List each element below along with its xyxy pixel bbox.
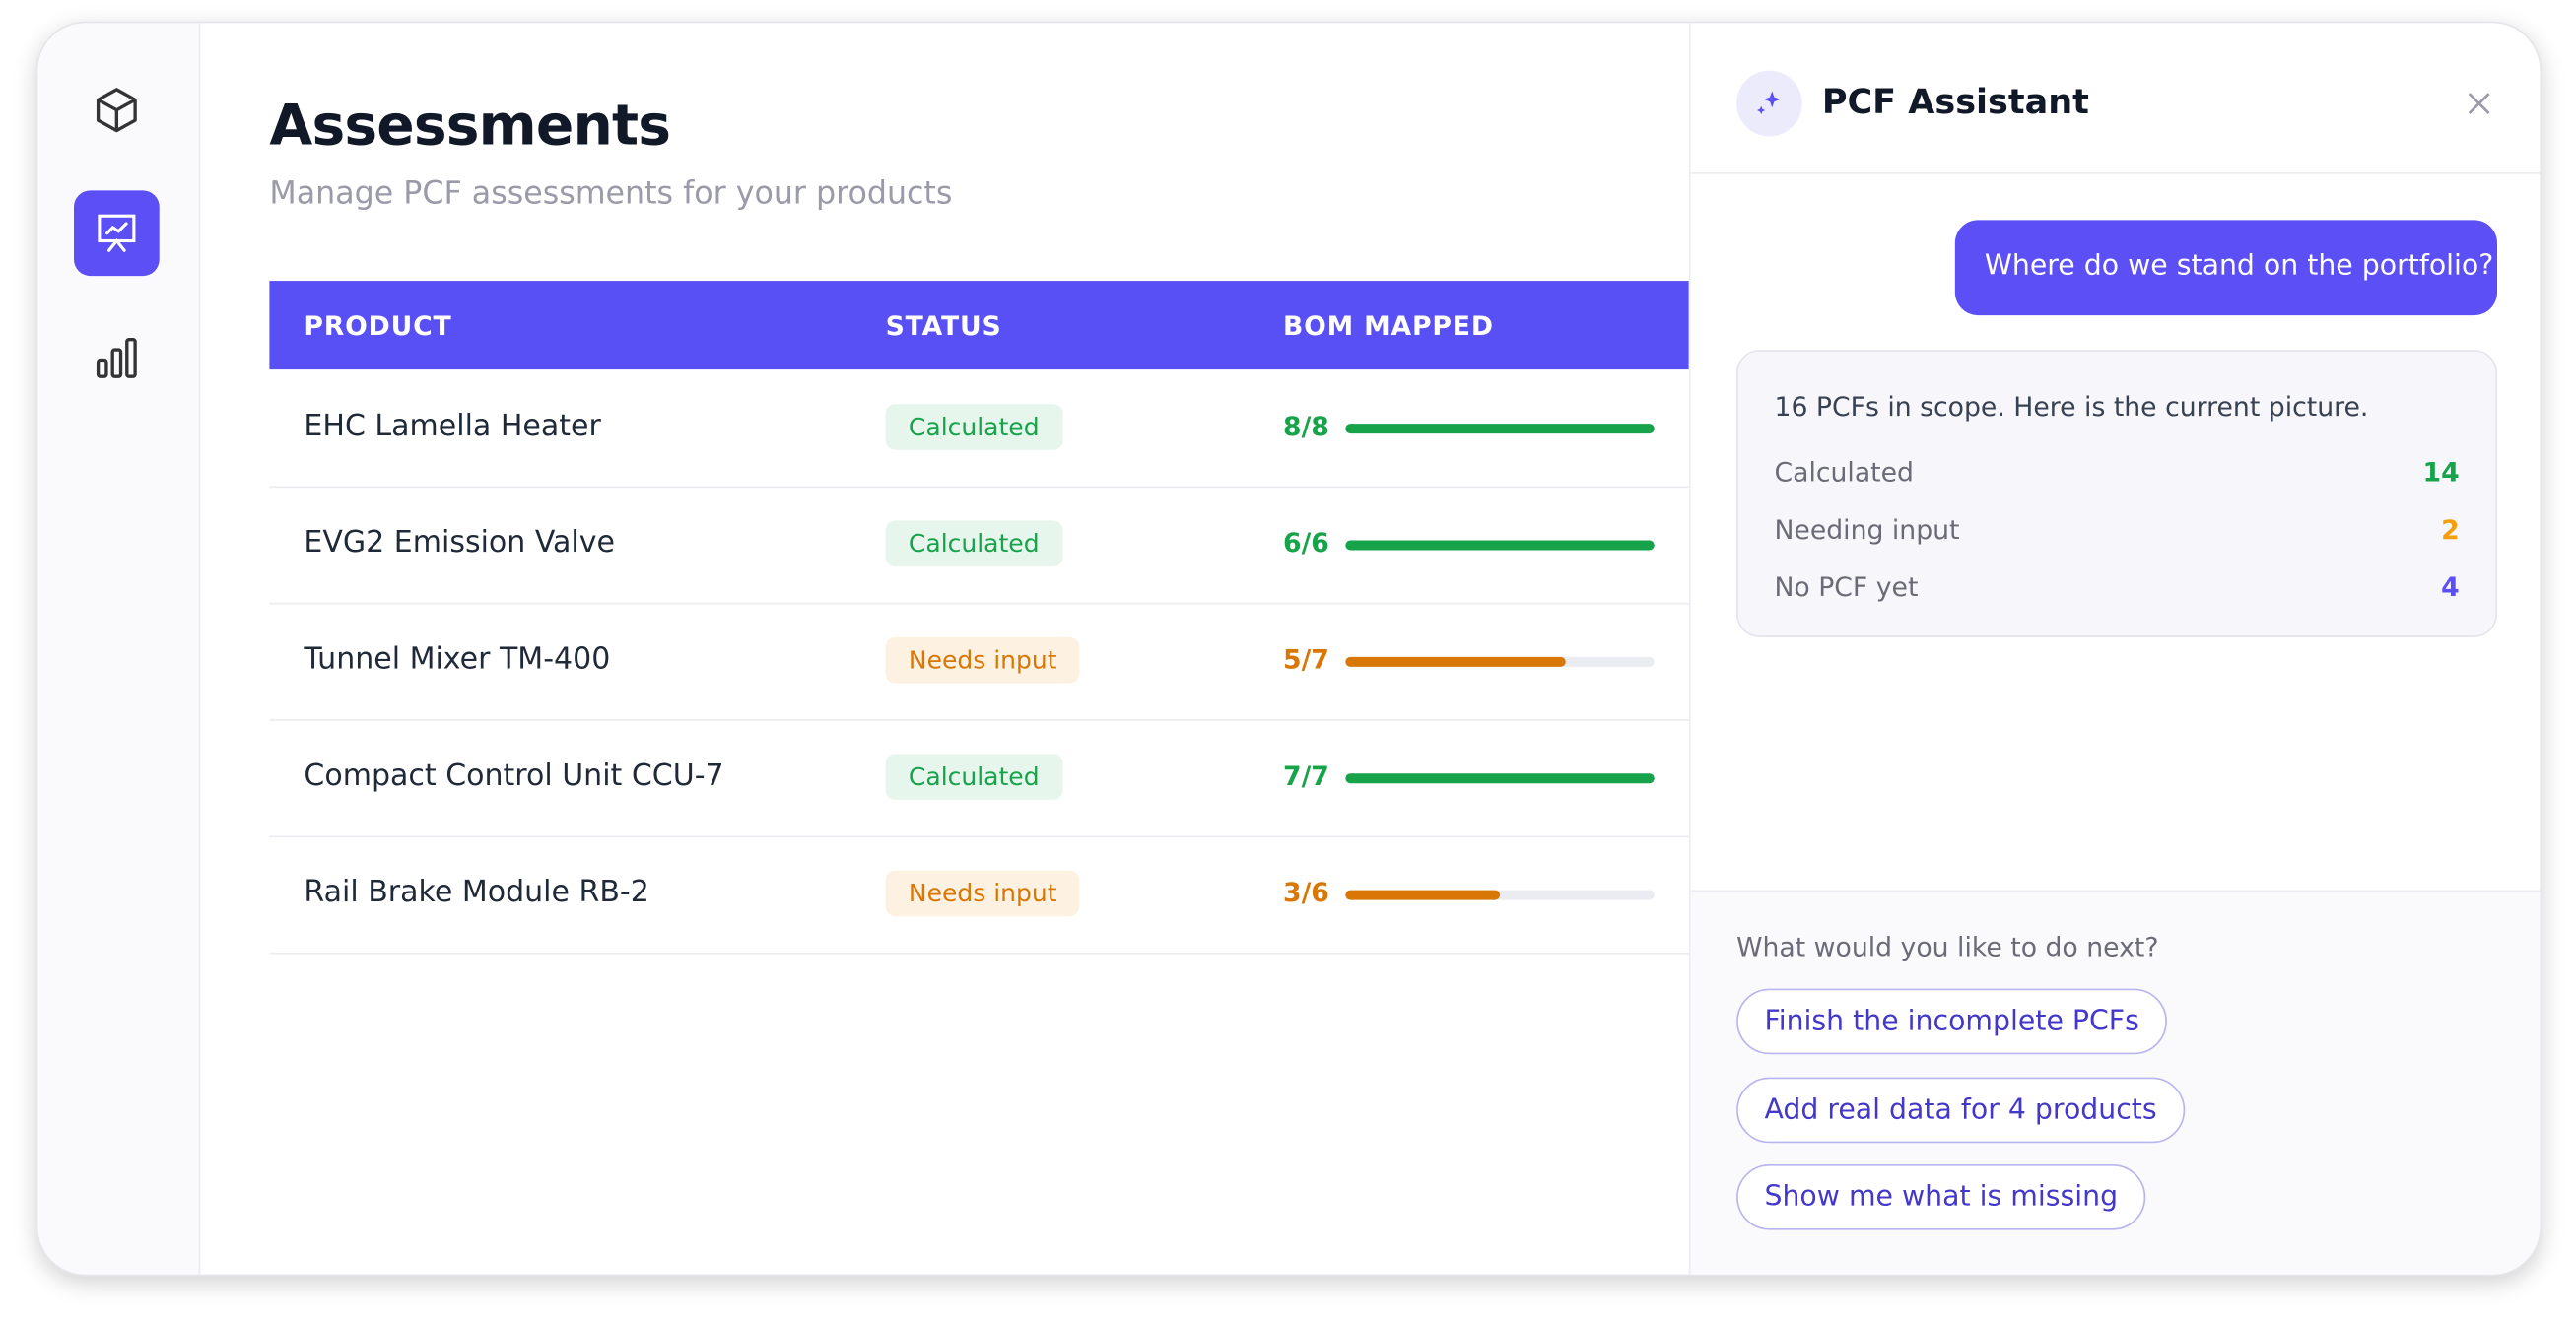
bom-progress-fill [1345, 540, 1655, 551]
table-row: EHC Lamella Heater Calculated 8/8 [269, 369, 1689, 489]
status-badge: Calculated [885, 754, 1062, 800]
bom-progress [1345, 540, 1655, 551]
close-button[interactable] [2466, 91, 2492, 117]
suggestions-area: What would you like to do next? Finish t… [1690, 890, 2541, 1275]
bom-progress-fill [1345, 773, 1655, 784]
product-name: Rail Brake Module RB-2 [304, 875, 649, 910]
assistant-panel: PCF Assistant Where do we stand on the p… [1688, 23, 2541, 1275]
assistant-title: PCF Assistant [1821, 82, 2089, 122]
column-header: PRODUCT [304, 310, 452, 342]
status-badge: Calculated [885, 404, 1062, 450]
next-prompt: What would you like to do next? [1736, 931, 2159, 962]
status-badge: Calculated [885, 520, 1062, 567]
reply-intro: 16 PCFs in scope. Here is the current pi… [1774, 390, 2369, 423]
app-window: Assessments Manage PCF assessments for y… [35, 21, 2542, 1277]
stat-value: 4 [2441, 571, 2460, 603]
table-row: Rail Brake Module RB-2 Needs input 3/6 [269, 836, 1689, 955]
nav-products[interactable] [74, 67, 160, 153]
assistant-avatar [1736, 70, 1802, 137]
bom-progress-fill [1345, 424, 1655, 434]
cube-icon [96, 88, 137, 133]
column-header: BOM MAPPED [1283, 310, 1494, 342]
assistant-reply: 16 PCFs in scope. Here is the current pi… [1736, 350, 2497, 637]
suggestion-chip[interactable]: Finish the incomplete PCFs [1736, 988, 2168, 1055]
table-header: PRODUCT STATUS BOM MAPPED [269, 281, 1689, 370]
bom-progress [1345, 890, 1655, 900]
product-name: EVG2 Emission Valve [304, 525, 615, 561]
nav-assessments[interactable] [74, 190, 160, 277]
sidebar [37, 23, 201, 1275]
page-title: Assessments [269, 94, 671, 160]
page-subtitle: Manage PCF assessments for your products [269, 175, 953, 213]
stat-label: Needing input [1774, 513, 1960, 546]
bom-mapped: 8/8 [1283, 410, 1329, 442]
user-message-bubble: Where do we stand on the portfolio? [1954, 220, 2497, 316]
column-header: STATUS [885, 310, 1002, 342]
bars-icon [96, 338, 137, 378]
assistant-header: PCF Assistant [1690, 23, 2541, 174]
bom-mapped: 5/7 [1283, 643, 1329, 676]
sparkle-icon [1756, 91, 1781, 115]
bom-mapped: 6/6 [1283, 527, 1329, 559]
stat-label: Calculated [1774, 456, 1914, 489]
bom-progress [1345, 773, 1655, 784]
stat-value: 14 [2422, 456, 2460, 489]
suggestion-chip[interactable]: Show me what is missing [1736, 1163, 2146, 1230]
suggestion-chip[interactable]: Add real data for 4 products [1736, 1076, 2186, 1143]
stat-value: 2 [2441, 513, 2460, 546]
bom-progress-fill [1345, 890, 1501, 900]
user-message: Where do we stand on the portfolio? [1984, 249, 2494, 283]
bom-progress-fill [1345, 656, 1567, 667]
status-badge: Needs input [885, 870, 1080, 917]
bom-mapped: 7/7 [1283, 760, 1329, 792]
presentation-icon [98, 214, 136, 252]
product-name: Tunnel Mixer TM-400 [304, 641, 611, 677]
table-row: EVG2 Emission Valve Calculated 6/6 [269, 486, 1689, 605]
bom-progress [1345, 424, 1655, 434]
table-row: Compact Control Unit CCU-7 Calculated 7/7 [269, 719, 1689, 838]
nav-analytics[interactable] [74, 315, 160, 401]
table-row: Tunnel Mixer TM-400 Needs input 5/7 [269, 603, 1689, 721]
product-name: EHC Lamella Heater [304, 409, 601, 444]
bom-progress [1345, 656, 1655, 667]
stat-label: No PCF yet [1774, 571, 1919, 603]
bom-mapped: 3/6 [1283, 877, 1329, 908]
product-name: Compact Control Unit CCU-7 [304, 759, 724, 794]
status-badge: Needs input [885, 636, 1080, 684]
